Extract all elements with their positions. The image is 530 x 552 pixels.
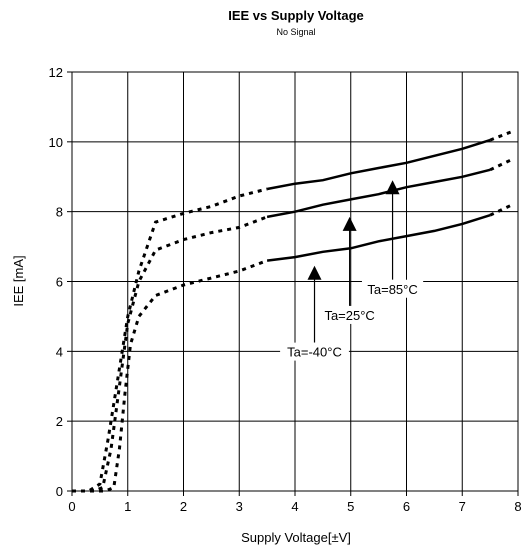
annotation-label-bg (361, 279, 424, 298)
annotation-label: Ta=-40°C (287, 345, 342, 360)
annotation-label-bg (319, 305, 381, 324)
y-axis-ticks: 0 2 4 6 8 10 12 (49, 65, 72, 499)
x-tick-label: 4 (291, 499, 298, 514)
series-line-tail-ta85c (489, 130, 513, 142)
x-tick-label: 7 (459, 499, 466, 514)
grid-lines (72, 72, 518, 491)
x-axis-ticks: 0 1 2 3 4 5 6 7 8 (68, 491, 522, 514)
x-tick-label: 1 (124, 499, 131, 514)
x-tick-label: 3 (236, 499, 243, 514)
series-line-tail-ta-40c (489, 203, 514, 217)
x-tick-label: 2 (180, 499, 187, 514)
y-tick-label: 0 (56, 484, 63, 499)
y-tick-label: 2 (56, 414, 63, 429)
series-line-dashed-ta-40c (72, 259, 268, 493)
series-line-solid-ta25c (266, 168, 491, 219)
series-group (72, 130, 514, 493)
annotation-label: Ta=85°C (367, 282, 417, 297)
series-line-dashed-ta85c (72, 187, 268, 493)
y-tick-label: 4 (56, 344, 63, 359)
annotation-arrow-head (307, 265, 322, 280)
annotation-label-bg (280, 342, 349, 361)
annotations-group: Ta=-40°C Ta=25°C Ta=85°C (280, 180, 424, 361)
y-tick-label: 12 (49, 65, 63, 80)
x-axis-label: Supply Voltage[±V] (241, 530, 351, 545)
x-tick-label: 5 (347, 499, 354, 514)
series-line-solid-ta85c (266, 138, 491, 191)
y-tick-label: 6 (56, 275, 63, 290)
y-axis-label: IEE [mA] (11, 255, 26, 306)
y-tick-label: 10 (49, 135, 63, 150)
chart-title: IEE vs Supply Voltage (228, 8, 364, 23)
x-tick-label: 8 (514, 499, 521, 514)
annotation-arrow-head (342, 216, 357, 231)
series-line-solid-ta-40c (266, 214, 491, 262)
series-line-tail-ta25c (489, 157, 514, 172)
annotation-label: Ta=25°C (324, 308, 374, 323)
x-tick-label: 6 (403, 499, 410, 514)
y-tick-label: 8 (56, 205, 63, 220)
x-tick-label: 0 (68, 499, 75, 514)
chart-subtitle: No Signal (276, 27, 315, 37)
series-line-dashed-ta25c (72, 215, 268, 493)
annotation-arrow-head (385, 180, 400, 195)
